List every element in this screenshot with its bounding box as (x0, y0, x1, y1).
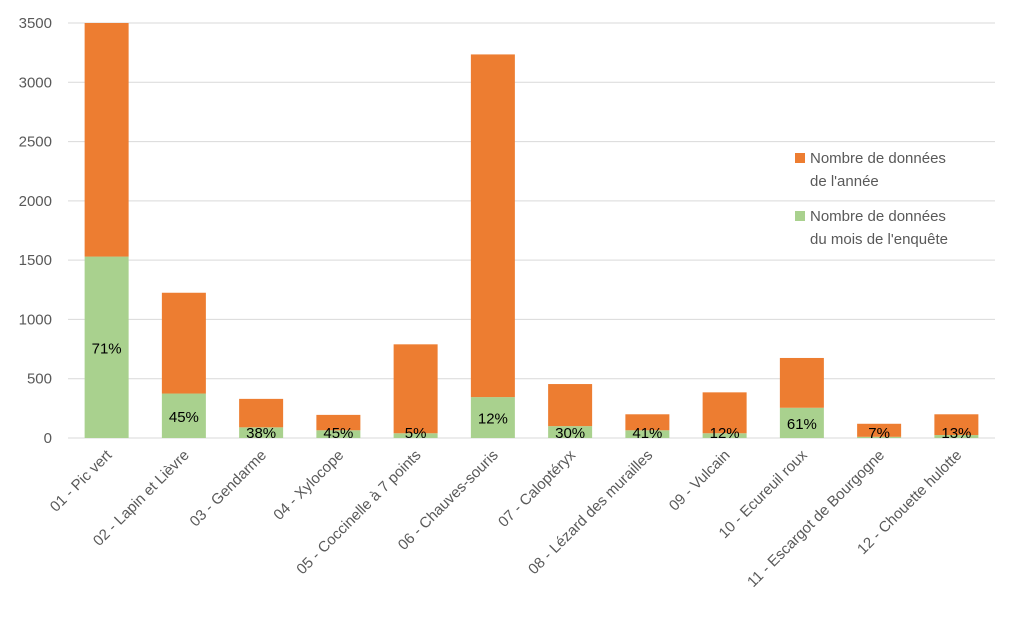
bar-segment-annee (779, 357, 824, 408)
bar-segment-annee (857, 423, 902, 437)
y-tick-label: 0 (44, 430, 52, 447)
data-label: 30% (555, 425, 585, 442)
bar-segment-annee (161, 292, 206, 394)
data-label: 71% (92, 340, 122, 357)
bar-segment-mois (316, 430, 361, 438)
data-label: 13% (941, 425, 971, 442)
gridlines (68, 22, 995, 439)
data-label: 41% (632, 425, 662, 442)
y-tick-label: 2000 (19, 193, 52, 210)
y-tick-label: 3500 (19, 15, 52, 32)
data-label: 12% (478, 411, 508, 428)
legend-label: de l'année (810, 173, 879, 190)
y-tick-label: 3000 (19, 74, 52, 91)
bars (84, 23, 979, 438)
x-tick-label: 03 - Gendarme (187, 447, 270, 530)
x-tick-label: 11 - Escargot de Bourgogne (744, 447, 888, 591)
bar-segment-mois (84, 256, 129, 438)
x-tick-label: 08 - Lézard des murailles (525, 447, 656, 578)
data-label: 45% (169, 409, 199, 426)
bar-segment-mois (239, 427, 284, 438)
bar-segment-annee (702, 392, 747, 434)
legend-swatch (795, 153, 805, 163)
bar-segment-annee (625, 414, 670, 431)
bar-segment-mois (393, 433, 438, 438)
y-axis: 0 500 1000 1500 2000 2500 3000 3500 (19, 15, 52, 447)
bar-segment-annee (316, 414, 361, 431)
data-label: 12% (710, 425, 740, 442)
x-tick-label: 04 - Xylocope (270, 447, 347, 524)
bar-segment-mois (548, 426, 593, 438)
bar-segment-mois (779, 407, 824, 438)
bar-segment-mois (470, 397, 515, 438)
legend: Nombre de données de l'année Nombre de don… (795, 150, 948, 248)
x-tick-label: 09 - Vulcain (666, 447, 734, 515)
data-labels: 71% 45% 38% 45% 5% 12% 30% 41% 12% 61% 7% 13% (92, 340, 972, 442)
legend-label: Nombre de données (810, 208, 946, 225)
data-label: 5% (405, 425, 427, 442)
data-label: 61% (787, 416, 817, 433)
y-tick-label: 2500 (19, 134, 52, 151)
bar-segment-annee (393, 344, 438, 434)
y-tick-label: 1500 (19, 252, 52, 269)
x-tick-label: 05 - Coccinelle à 7 points (293, 447, 424, 578)
y-tick-label: 500 (27, 371, 52, 388)
legend-swatch (795, 211, 805, 221)
bar-segment-annee (548, 384, 593, 427)
data-label: 7% (868, 425, 890, 442)
bar-segment-annee (84, 23, 129, 257)
bar-segment-mois (702, 433, 747, 438)
bar-segment-annee (934, 414, 979, 436)
bar-segment-mois (857, 436, 902, 438)
bar-segment-mois (161, 393, 206, 438)
bar-segment-annee (239, 398, 284, 428)
y-tick-label: 1000 (19, 311, 52, 328)
bar-segment-mois (625, 430, 670, 438)
bar-segment-mois (934, 435, 979, 438)
data-label: 45% (323, 425, 353, 442)
legend-label: du mois de l'enquête (810, 231, 948, 248)
legend-label: Nombre de données (810, 150, 946, 167)
x-tick-label: 07 - Caloptéryx (495, 446, 579, 530)
bar-segment-annee (470, 54, 515, 398)
x-tick-label: 01 - Pic vert (47, 446, 116, 515)
data-label: 38% (246, 425, 276, 442)
